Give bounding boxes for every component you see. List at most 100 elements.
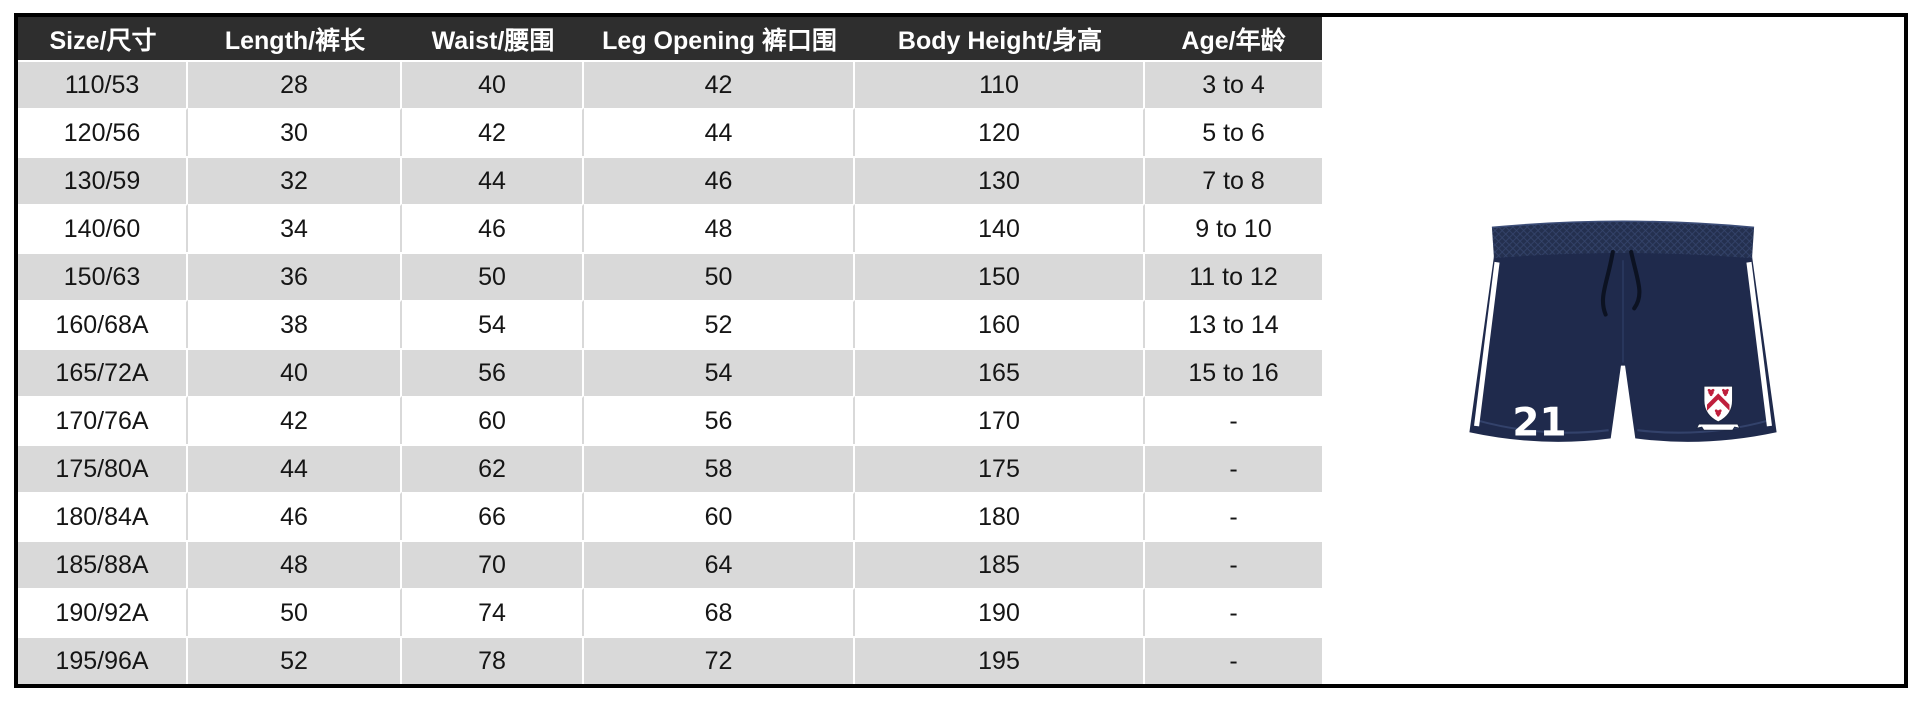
shorts-product-image: 21 [1458,209,1788,465]
column-header: Age/年龄 [1145,17,1322,60]
table-cell: 160 [855,300,1145,348]
table-cell: 195 [855,636,1145,684]
table-cell: 50 [584,252,855,300]
table-cell: 46 [402,204,584,252]
table-cell: 120/56 [18,108,188,156]
side-stripe-right [1746,261,1772,427]
column-header: Waist/腰围 [402,17,584,60]
table-cell: 46 [584,156,855,204]
table-cell: 15 to 16 [1145,348,1322,396]
column-header: Body Height/身高 [855,17,1145,60]
table-cell: 64 [584,540,855,588]
table-cell: 36 [188,252,402,300]
table-cell: 70 [402,540,584,588]
table-cell: 130 [855,156,1145,204]
table-cell: 50 [402,252,584,300]
table-cell: 48 [188,540,402,588]
table-cell: 56 [584,396,855,444]
table-cell: 54 [402,300,584,348]
table-cell: 180 [855,492,1145,540]
table-cell: 42 [584,60,855,108]
table-cell: 185 [855,540,1145,588]
table-cell: 170 [855,396,1145,444]
table-cell: 28 [188,60,402,108]
table-row: 130/59 32 44 46 130 7 to 8 [18,156,1322,204]
table-cell: 150 [855,252,1145,300]
table-cell: 54 [584,348,855,396]
table-row: 150/63 36 50 50 150 11 to 12 [18,252,1322,300]
column-header: Size/尺寸 [18,17,188,60]
table-cell: 78 [402,636,584,684]
table-cell: 110/53 [18,60,188,108]
table-row: 195/96A 52 78 72 195- [18,636,1322,684]
table-cell: 130/59 [18,156,188,204]
crest-scroll [1695,423,1741,431]
table-cell: 48 [584,204,855,252]
table-cell: 140 [855,204,1145,252]
team-crest-icon [1695,385,1741,431]
table-cell: 56 [402,348,584,396]
table-cell: 190 [855,588,1145,636]
table-cell: 40 [402,60,584,108]
table-cell: 60 [402,396,584,444]
table-cell: 32 [188,156,402,204]
table-cell: 110 [855,60,1145,108]
shorts-waistband [1491,220,1755,259]
table-row: 160/68A 38 54 52 160 13 to 14 [18,300,1322,348]
table-cell: 11 to 12 [1145,252,1322,300]
table-cell: 46 [188,492,402,540]
table-cell: - [1145,636,1322,684]
table-cell: 190/92A [18,588,188,636]
table-cell: 62 [402,444,584,492]
table-row: 180/84A 46 66 60 180- [18,492,1322,540]
size-chart-table: Size/尺寸 Length/裤长 Waist/腰围 Leg Opening 裤口围 B… [18,17,1322,684]
table-cell: - [1145,540,1322,588]
table-row: 185/88A 48 70 64 185- [18,540,1322,588]
table-cell: 44 [402,156,584,204]
table-cell: 165 [855,348,1145,396]
crest-roses [1707,388,1729,417]
table-row: 170/76A 42 60 56 170- [18,396,1322,444]
shorts-number: 21 [1512,400,1566,445]
table-cell: 175 [855,444,1145,492]
table-cell: 180/84A [18,492,188,540]
table-row: 120/56 30 42 44 120 5 to 6 [18,108,1322,156]
column-header: Leg Opening 裤口围 [584,17,855,60]
hem-fold-right [1637,418,1771,434]
table-cell: 52 [584,300,855,348]
table-cell: 30 [188,108,402,156]
column-header: Length/裤长 [188,17,402,60]
table-cell: 38 [188,300,402,348]
table-cell: 72 [584,636,855,684]
table-cell: 170/76A [18,396,188,444]
table-cell: 175/80A [18,444,188,492]
table-row: 190/92A 50 74 68 190- [18,588,1322,636]
table-cell: 13 to 14 [1145,300,1322,348]
table-cell: - [1145,396,1322,444]
table-row: 140/60 34 46 48 140 9 to 10 [18,204,1322,252]
table-cell: - [1145,492,1322,540]
table-cell: 66 [402,492,584,540]
table-cell: 50 [188,588,402,636]
drawstring [1600,249,1642,317]
table-cell: 3 to 4 [1145,60,1322,108]
table-cell: 68 [584,588,855,636]
table-cell: 34 [188,204,402,252]
table-cell: 165/72A [18,348,188,396]
header-row: Size/尺寸 Length/裤长 Waist/腰围 Leg Opening 裤口围 B… [18,17,1322,60]
table-cell: 52 [188,636,402,684]
table-cell: - [1145,588,1322,636]
table-cell: 120 [855,108,1145,156]
table-header: Size/尺寸 Length/裤长 Waist/腰围 Leg Opening 裤口围 B… [18,17,1322,60]
table-row: 165/72A 40 56 54 165 15 to 16 [18,348,1322,396]
table-cell: 195/96A [18,636,188,684]
table-row: 110/53 28 40 42 110 3 to 4 [18,60,1322,108]
side-stripe-left [1474,261,1500,427]
table-cell: 7 to 8 [1145,156,1322,204]
table-cell: 60 [584,492,855,540]
table-cell: 74 [402,588,584,636]
hem-fold-left [1475,418,1609,434]
table-cell: 40 [188,348,402,396]
table-row: 175/80A 44 62 58 175- [18,444,1322,492]
shorts-body [1469,250,1777,442]
